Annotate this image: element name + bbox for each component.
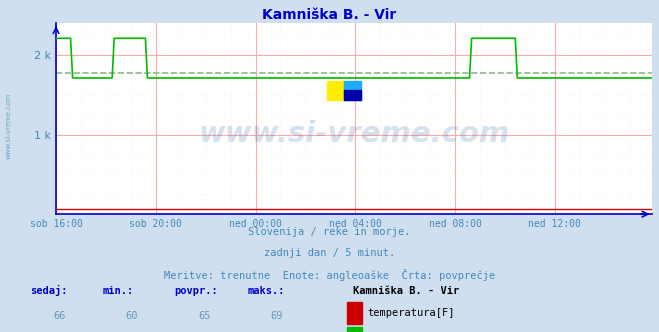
Text: zadnji dan / 5 minut.: zadnji dan / 5 minut.	[264, 248, 395, 258]
Text: povpr.:: povpr.:	[175, 286, 218, 296]
Bar	[344, 81, 360, 100]
Text: maks.:: maks.:	[247, 286, 285, 296]
Text: sedaj:: sedaj:	[30, 285, 67, 296]
Text: 65: 65	[198, 311, 210, 321]
Text: min.:: min.:	[102, 286, 133, 296]
Text: 69: 69	[271, 311, 283, 321]
Text: 60: 60	[126, 311, 138, 321]
Text: Meritve: trenutne  Enote: angleoaške  Črta: povprečje: Meritve: trenutne Enote: angleoaške Črta…	[164, 269, 495, 281]
Bar	[344, 90, 360, 100]
Text: temperatura[F]: temperatura[F]	[367, 308, 455, 318]
Text: 66: 66	[53, 311, 65, 321]
Text: www.si-vreme.com: www.si-vreme.com	[5, 93, 12, 159]
Text: Slovenija / reke in morje.: Slovenija / reke in morje.	[248, 227, 411, 237]
Text: Kamniška B. - Vir: Kamniška B. - Vir	[262, 8, 397, 22]
Text: www.si-vreme.com: www.si-vreme.com	[198, 120, 510, 148]
Bar	[328, 81, 344, 100]
Text: Kamniška B. - Vir: Kamniška B. - Vir	[353, 286, 459, 296]
